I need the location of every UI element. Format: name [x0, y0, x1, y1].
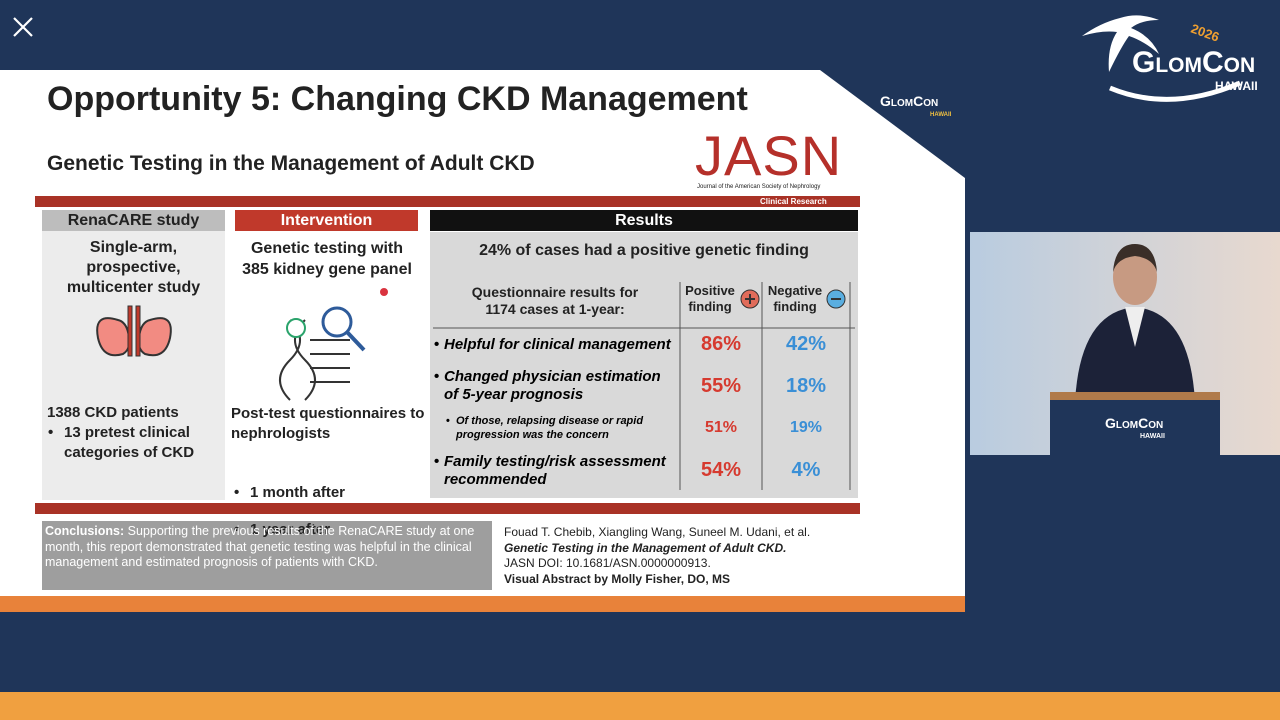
intervention-heading: Intervention: [235, 210, 418, 231]
wave-icon: [1109, 80, 1241, 102]
positive-value: 55%: [700, 375, 742, 397]
table-header: Positive finding: [685, 283, 735, 314]
corner-band: [820, 70, 965, 178]
negative-value: 4%: [791, 459, 821, 481]
podium-logo-location: HAWAII: [1140, 433, 1165, 440]
intervention-description: Genetic testing with 385 kidney gene pan…: [242, 240, 412, 278]
conclusions-label: Conclusions:: [45, 524, 125, 538]
journal-name: JASN: [695, 124, 843, 187]
row-label: Family testing/risk assessment recommend…: [432, 453, 689, 489]
results-summary: 24% of cases had a positive genetic find…: [479, 242, 809, 259]
slide-subtitle: Genetic Testing in the Management of Adu…: [47, 152, 535, 175]
podium-logo-name: GlomCon: [1105, 415, 1163, 431]
speaker-hair: [1113, 244, 1157, 272]
speaker-video: GlomCon HAWAII: [970, 232, 1280, 455]
speaker-head: [1113, 249, 1157, 305]
intervention-bullet: 1 year after: [230, 521, 965, 538]
speaker-body: [1075, 307, 1195, 402]
podium: [1050, 392, 1220, 455]
close-button[interactable]: [10, 14, 36, 40]
citation-credit: Visual Abstract by Molly Fisher, DO, MS: [504, 572, 731, 586]
positive-value: 54%: [700, 459, 742, 481]
slide: GlomCon HAWAII Opportunity 5: Changing C…: [0, 70, 965, 612]
pointer-dot: [380, 288, 388, 296]
conclusions: Conclusions: Supporting the previous res…: [45, 524, 489, 571]
row-label: Changed physician estimation of 5-year p…: [432, 368, 679, 404]
table-header: Questionnaire results for 1174 cases at …: [471, 284, 639, 317]
study-patients: 1388 CKD patients: [47, 404, 179, 421]
close-icon: [13, 17, 33, 37]
results-heading: Results: [430, 210, 858, 231]
corner-logo-name: GlomCon: [880, 93, 938, 109]
speaker-shirt: [1125, 307, 1145, 347]
negative-value: 42%: [785, 333, 827, 355]
journal-full-name: Journal of the American Society of Nephr…: [697, 184, 821, 190]
study-design: Single-arm, prospective, multicenter stu…: [66, 239, 201, 296]
bottom-bar: [0, 692, 1280, 720]
positive-icon-sign: [745, 294, 755, 304]
positive-value: 86%: [700, 333, 742, 355]
divider-top: [35, 196, 860, 207]
negative-value: 18%: [785, 375, 827, 397]
study-bullet: 13 pretest clinical categories of CKD: [44, 423, 234, 463]
logo-year: 2026: [1189, 21, 1221, 45]
row-label: Of those, relapsing disease or rapid pro…: [444, 414, 681, 442]
intervention-bullet: 1 month after: [230, 484, 965, 501]
intervention-followup: Post-test questionnaires to nephrologist…: [231, 405, 425, 442]
corner-logo-location: HAWAII: [930, 112, 952, 118]
citation-doi: JASN DOI: 10.1681/ASN.0000000913.: [504, 556, 711, 570]
positive-value: 51%: [704, 419, 738, 436]
divider-bottom: [35, 503, 860, 514]
podium-top: [1050, 392, 1220, 400]
negative-value: 19%: [789, 419, 823, 436]
slide-title: Opportunity 5: Changing CKD Management: [47, 80, 748, 118]
palm-icon: [1082, 15, 1159, 72]
study-heading: RenaCARE study: [42, 210, 225, 231]
table-header: Negative finding: [767, 283, 823, 314]
conclusions-text: Supporting the previous results of the R…: [45, 524, 475, 569]
slide-footer-bar: [0, 596, 965, 612]
row-label: Helpful for clinical management: [432, 336, 694, 354]
citation-title: Genetic Testing in the Management of Adu…: [504, 541, 787, 555]
kidney-icon: [96, 305, 172, 357]
logo-name: GlomCon: [1132, 46, 1255, 79]
event-logo: 2026 GlomCon HAWAII: [1082, 15, 1258, 102]
journal-section: Clinical Research: [760, 197, 827, 206]
dna-icon: [279, 306, 366, 401]
logo-location: HAWAII: [1215, 79, 1258, 93]
citation-authors: Fouad T. Chebib, Xiangling Wang, Suneel …: [504, 525, 811, 539]
